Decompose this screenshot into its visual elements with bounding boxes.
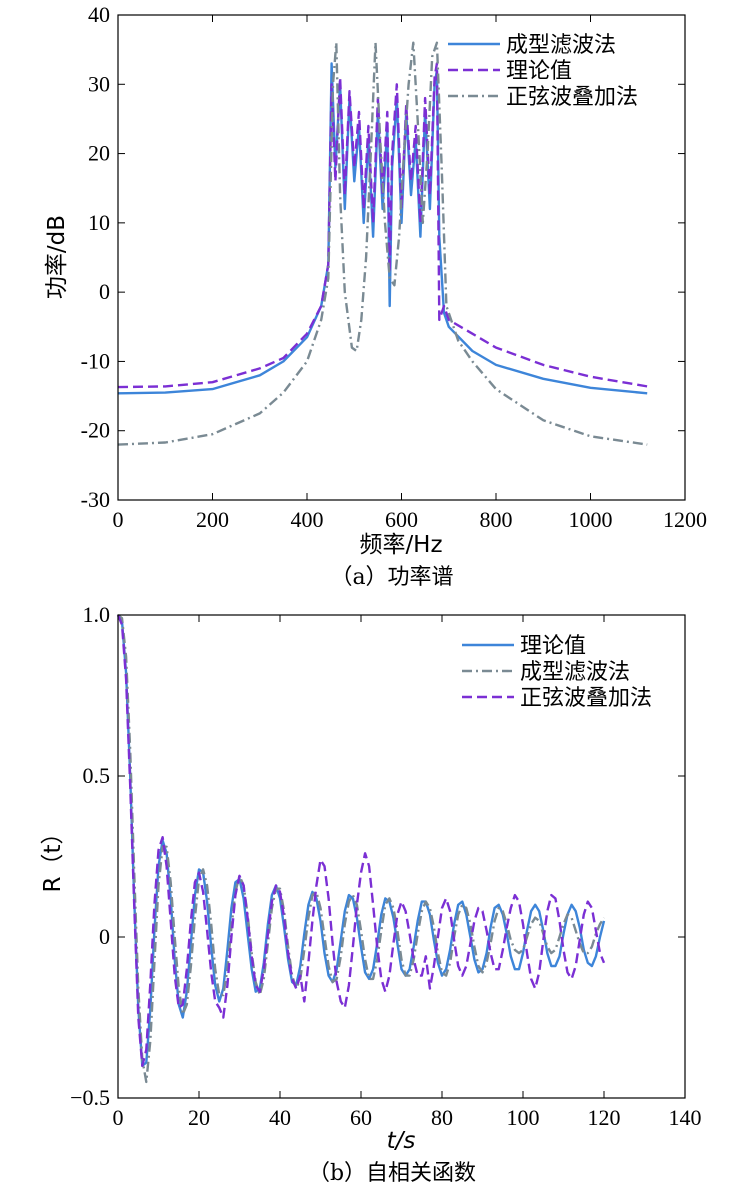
power-spectrum-caption: （a）功率谱 [330, 565, 453, 590]
y-tick-label: 0.5 [83, 763, 111, 788]
y-tick-label: 40 [88, 2, 110, 27]
y-tick-label: 1.0 [83, 602, 111, 627]
x-tick-label: 100 [507, 1105, 540, 1130]
autocorrelation-series-group [116, 614, 606, 1084]
y-tick-label: 10 [88, 210, 110, 235]
x-tick-label: 120 [588, 1105, 621, 1130]
x-tick-label: 60 [350, 1105, 372, 1130]
series-line-1 [116, 614, 606, 1067]
series-line-3 [116, 614, 606, 1067]
legend-label: 正弦波叠加法 [506, 85, 638, 110]
x-tick-label: 0 [113, 1105, 124, 1130]
autocorrelation-caption: （b）自相关函数 [308, 1161, 476, 1186]
series-line-2 [117, 614, 606, 1084]
x-tick-label: 200 [196, 507, 229, 532]
autocorrelation-plot-frame [117, 614, 686, 1099]
power-spectrum-chart: 0 200 400 600 800 1000 1200403020100-10-20-30 … [44, 2, 707, 590]
x-tick-label: 600 [385, 507, 418, 532]
legend-label: 正弦波叠加法 [520, 686, 652, 711]
y-tick-label: -30 [81, 487, 110, 512]
x-tick-label: 140 [669, 1105, 702, 1130]
y-tick-label: 30 [88, 71, 110, 96]
legend-label: 成型滤波法 [506, 33, 616, 58]
power-spectrum-xlabel: 频率/Hz [359, 532, 442, 558]
y-tick-label: 0 [99, 279, 110, 304]
x-tick-label: 0 [113, 507, 124, 532]
x-tick-label: 80 [431, 1105, 453, 1130]
y-tick-label: 0 [99, 924, 110, 949]
x-tick-label: 1000 [569, 507, 613, 532]
x-tick-label: 1200 [663, 507, 707, 532]
autocorrelation-ylabel: R（t） [40, 822, 66, 893]
y-tick-label: -20 [81, 418, 110, 443]
x-tick-label: 40 [269, 1105, 291, 1130]
autocorrelation-xlabel: t/s [387, 1128, 416, 1154]
x-tick-label: 20 [188, 1105, 210, 1130]
series-line-2 [117, 62, 648, 389]
x-tick-label: 800 [480, 507, 513, 532]
series-line-3 [117, 41, 648, 446]
series-line-1 [117, 62, 648, 395]
legend-label: 理论值 [520, 634, 586, 659]
x-tick-label: 400 [291, 507, 324, 532]
power-spectrum-series-group [117, 41, 648, 446]
y-tick-label: -10 [81, 348, 110, 373]
power-spectrum-ticks: 0 200 400 600 800 1000 1200 40 30 20 10 0 -10 -20 -30 [81, 2, 707, 532]
y-tick-label: 20 [88, 141, 110, 166]
y-tick-label: −0.5 [70, 1085, 110, 1110]
legend-label: 成型滤波法 [520, 660, 630, 685]
legend-label: 理论值 [506, 59, 572, 84]
power-spectrum-ylabel: 功率/dB [44, 215, 70, 299]
